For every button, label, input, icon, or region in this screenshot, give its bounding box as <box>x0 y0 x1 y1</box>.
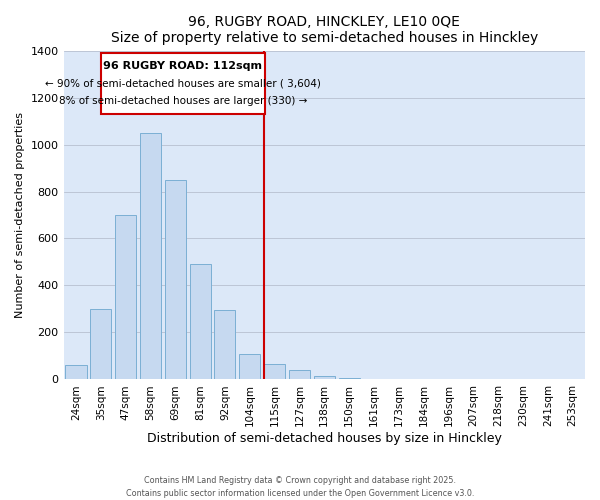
Bar <box>338 378 359 380</box>
Bar <box>65 366 86 380</box>
Bar <box>314 376 335 380</box>
Bar <box>239 354 260 380</box>
Bar <box>289 370 310 380</box>
Y-axis label: Number of semi-detached properties: Number of semi-detached properties <box>15 112 25 318</box>
Bar <box>214 310 235 380</box>
Text: 8% of semi-detached houses are larger (330) →: 8% of semi-detached houses are larger (3… <box>59 96 307 106</box>
Text: Contains HM Land Registry data © Crown copyright and database right 2025.
Contai: Contains HM Land Registry data © Crown c… <box>126 476 474 498</box>
Bar <box>165 180 186 380</box>
Bar <box>101 53 265 114</box>
Bar <box>140 133 161 380</box>
Text: ← 90% of semi-detached houses are smaller ( 3,604): ← 90% of semi-detached houses are smalle… <box>45 78 320 88</box>
X-axis label: Distribution of semi-detached houses by size in Hinckley: Distribution of semi-detached houses by … <box>147 432 502 445</box>
Bar <box>115 215 136 380</box>
Bar <box>190 264 211 380</box>
Bar <box>90 309 112 380</box>
Title: 96, RUGBY ROAD, HINCKLEY, LE10 0QE
Size of property relative to semi-detached ho: 96, RUGBY ROAD, HINCKLEY, LE10 0QE Size … <box>110 15 538 45</box>
Bar <box>264 364 285 380</box>
Text: 96 RUGBY ROAD: 112sqm: 96 RUGBY ROAD: 112sqm <box>103 62 262 72</box>
